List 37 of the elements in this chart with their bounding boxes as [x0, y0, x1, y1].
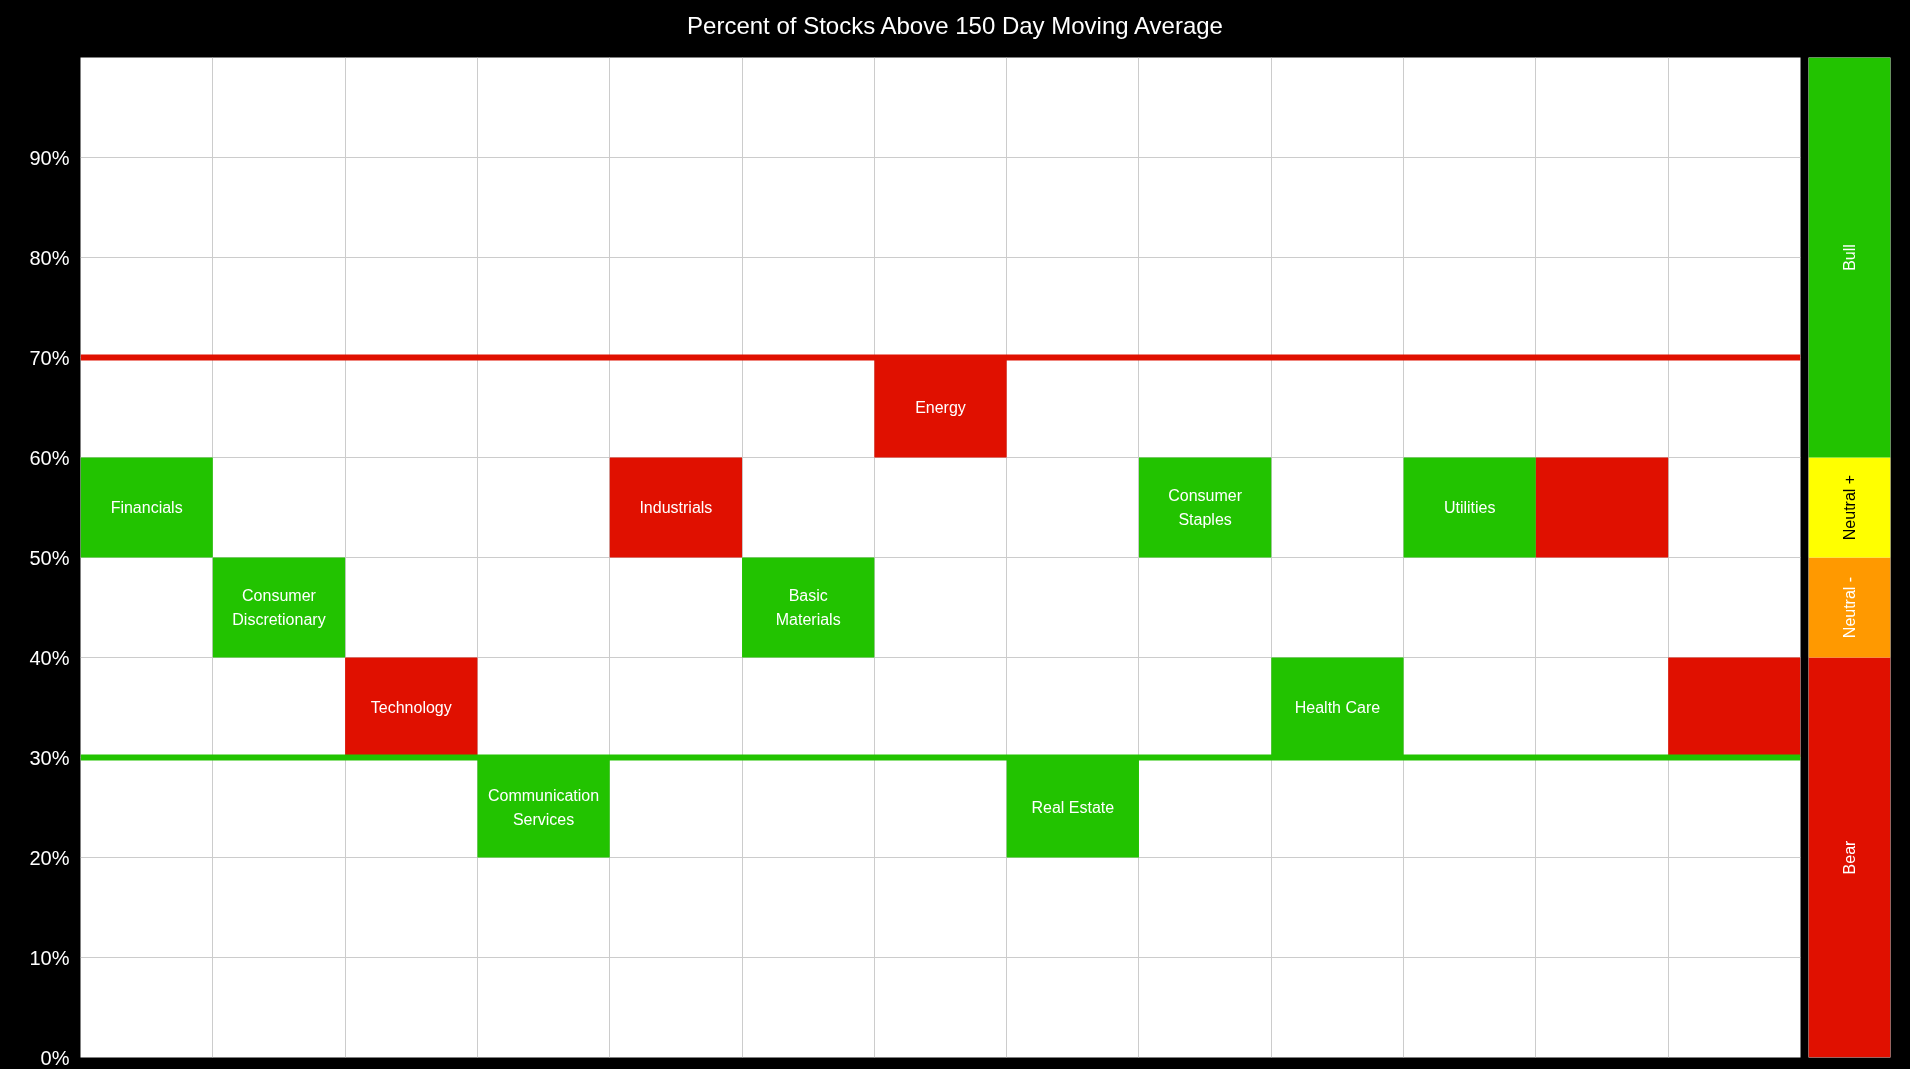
- bar: [1808, 457, 1891, 558]
- y-tick-label: 30%: [29, 746, 70, 769]
- bar: [609, 457, 743, 558]
- category-label: Energy: [915, 399, 966, 417]
- series-label: Neutral +: [1841, 475, 1858, 541]
- bar: [1535, 457, 1669, 558]
- bar: [1138, 457, 1272, 558]
- category-label: Consumer Discretionary: [232, 587, 326, 629]
- series-label: Neutral -: [1841, 577, 1858, 639]
- category-label: Financials: [110, 499, 183, 517]
- bar: [212, 557, 346, 658]
- category-label: Communication Services: [488, 787, 600, 829]
- y-tick-label: 0%: [40, 1046, 70, 1069]
- category-label: Technology: [370, 699, 452, 717]
- bar: [1808, 557, 1891, 658]
- y-tick-label: 20%: [29, 846, 70, 869]
- y-tick-label: 60%: [29, 446, 70, 469]
- bar: [1668, 657, 1801, 758]
- category-label: Basic Materials: [775, 587, 841, 629]
- category-label: Real Estate: [1031, 799, 1115, 817]
- chart-title: Percent of Stocks Above 150 Day Moving Average: [687, 11, 1223, 41]
- bar: [345, 657, 478, 758]
- y-tick-label: 90%: [29, 146, 70, 169]
- series-label: Bear: [1841, 840, 1858, 875]
- bar: [80, 457, 213, 558]
- y-tick-label: 70%: [29, 346, 70, 369]
- y-tick-label: 40%: [29, 646, 70, 669]
- category-label: Utilities: [1443, 499, 1496, 517]
- y-tick-label: 50%: [29, 546, 70, 569]
- y-tick-label: 80%: [29, 246, 70, 269]
- category-label: Consumer Staples: [1168, 487, 1243, 529]
- category-label: Health Care: [1294, 699, 1381, 717]
- bar: [742, 557, 875, 658]
- bar: [1403, 457, 1536, 558]
- category-label: Industrials: [639, 499, 713, 517]
- series-label: Bull: [1841, 244, 1858, 272]
- y-tick-label: 10%: [29, 946, 70, 969]
